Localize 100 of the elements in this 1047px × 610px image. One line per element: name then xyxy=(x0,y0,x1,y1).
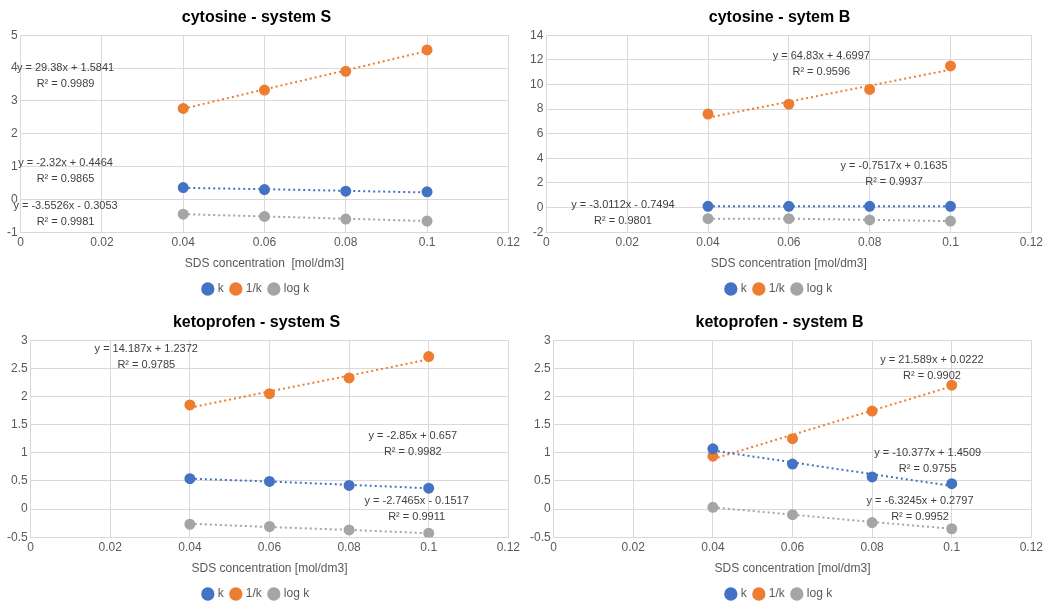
y-tick-label: 2 xyxy=(10,126,18,141)
point xyxy=(783,200,795,212)
x-tick-label: 0.06 xyxy=(257,539,282,554)
annotation: y = -2.85x + 0.657 R² = 0.9982 xyxy=(368,428,458,457)
annotation: y = -3.0112x - 0.7494 R² = 0.9801 xyxy=(571,198,675,227)
x-tick-label: 0.04 xyxy=(171,234,196,249)
x-axis-title: SDS concentration [mol/dm3] xyxy=(184,256,345,271)
point xyxy=(340,185,352,197)
point xyxy=(264,521,275,533)
legend-label: 1/k xyxy=(245,281,263,296)
x-tick-label: 0.02 xyxy=(98,539,123,554)
y-tick-label: 5 xyxy=(10,27,18,42)
point xyxy=(866,517,878,529)
annotation: y = 21.589x + 0.0222 R² = 0.9902 xyxy=(880,352,984,381)
annotation: y = -0.7517x + 0.1635 R² = 0.9937 xyxy=(840,158,948,187)
chart-title: cytosine - system S xyxy=(181,8,332,26)
x-tick-label: 0.02 xyxy=(615,234,640,249)
point xyxy=(946,478,958,490)
y-tick-label: 10 xyxy=(529,76,544,91)
legend-label: log k xyxy=(806,281,834,296)
x-axis-title: SDS concentration [mol/dm3] xyxy=(191,561,348,576)
point xyxy=(864,214,876,226)
y-tick-label: 6 xyxy=(536,126,544,141)
point xyxy=(184,518,196,530)
y-tick-label: -1 xyxy=(7,224,18,239)
y-tick-label: 1 xyxy=(10,158,18,173)
point xyxy=(783,213,795,225)
y-tick-label: 0 xyxy=(543,501,551,516)
point xyxy=(702,213,714,225)
x-tick-label: 0.12 xyxy=(1019,234,1044,249)
x-tick-label: 0.08 xyxy=(857,234,882,249)
legend-label: log k xyxy=(283,586,311,601)
point xyxy=(259,210,270,222)
y-tick-label: 4 xyxy=(10,60,18,75)
y-tick-label: 8 xyxy=(536,101,544,116)
point xyxy=(264,475,275,487)
point xyxy=(783,98,795,110)
x-tick-label: 0.08 xyxy=(860,539,885,554)
legend-label: 1/k xyxy=(768,281,786,296)
y-tick-label: 0.5 xyxy=(533,473,551,488)
point xyxy=(184,399,196,411)
x-tick-label: 0.02 xyxy=(90,234,114,249)
point xyxy=(707,443,719,455)
legend-label: k xyxy=(740,586,748,601)
y-tick-label: -0.5 xyxy=(6,529,28,544)
point xyxy=(177,208,189,220)
point xyxy=(421,186,433,198)
y-tick-label: 2 xyxy=(543,388,551,403)
y-tick-label: 14 xyxy=(529,27,544,42)
x-tick-label: 0.04 xyxy=(178,539,202,554)
point xyxy=(423,482,435,494)
point xyxy=(184,473,196,485)
point xyxy=(944,60,956,72)
y-tick-label: 0 xyxy=(536,199,544,214)
point xyxy=(946,379,958,391)
point xyxy=(866,405,878,417)
x-tick-label: 0.1 xyxy=(420,539,438,554)
point xyxy=(864,83,876,95)
x-tick-label: 0.08 xyxy=(334,234,358,249)
point xyxy=(787,458,798,470)
point xyxy=(421,215,433,227)
chart-title: cytosine - sytem B xyxy=(708,8,851,26)
legend-label: k xyxy=(217,281,225,296)
annotation: y = -6.3245x + 0.2797 R² = 0.9952 xyxy=(866,493,974,522)
point xyxy=(259,84,270,96)
x-axis-title: SDS concentration [mol/dm3] xyxy=(714,561,871,576)
y-tick-label: 1 xyxy=(543,445,551,460)
point xyxy=(864,200,876,212)
y-tick-label: 12 xyxy=(529,52,544,67)
x-tick-label: 0.06 xyxy=(780,539,805,554)
chart-title: ketoprofen - system S xyxy=(172,313,341,331)
y-tick-label: 1.5 xyxy=(10,416,28,431)
point xyxy=(787,509,798,521)
point xyxy=(702,108,714,120)
x-tick-label: 0.04 xyxy=(701,539,725,554)
point xyxy=(946,523,958,535)
x-tick-label: 0.1 xyxy=(942,234,960,249)
point xyxy=(177,182,189,194)
annotation: y = 64.83x + 4.6997 R² = 0.9596 xyxy=(772,49,870,78)
legend-label: k xyxy=(217,586,225,601)
legend-label: log k xyxy=(806,586,834,601)
y-tick-label: 2.5 xyxy=(533,360,551,375)
y-tick-label: 1.5 xyxy=(533,416,551,431)
point xyxy=(707,501,719,513)
point xyxy=(787,433,798,445)
point xyxy=(259,184,270,196)
legend-label: 1/k xyxy=(768,586,786,601)
annotation: y = -2.32x + 0.4464 R² = 0.9865 xyxy=(18,156,113,185)
y-tick-label: 0 xyxy=(20,501,28,516)
legend-label: 1/k xyxy=(245,586,263,601)
x-tick-label: 0.04 xyxy=(696,234,721,249)
x-tick-label: 0.1 xyxy=(418,234,436,249)
point xyxy=(944,200,956,212)
x-tick-label: 0.12 xyxy=(496,234,521,249)
annotation: y = -2.7465x - 0.1517 R² = 0.9911 xyxy=(364,493,469,522)
point xyxy=(343,372,355,384)
point xyxy=(340,213,352,225)
point xyxy=(264,388,275,400)
y-tick-label: 2 xyxy=(536,175,544,190)
x-tick-label: 0.1 xyxy=(943,539,961,554)
